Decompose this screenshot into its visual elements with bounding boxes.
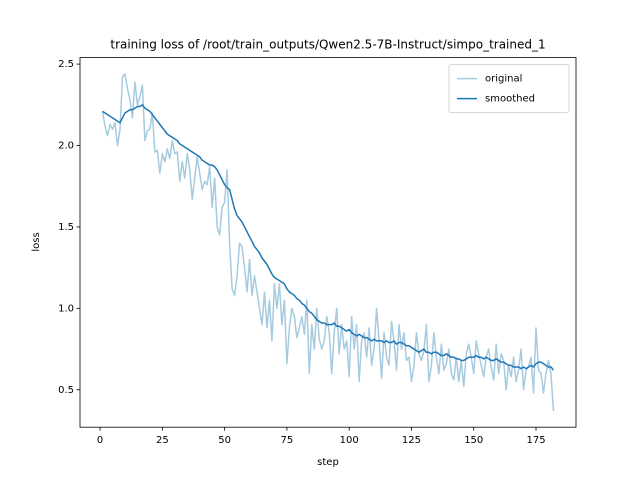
x-tick-label: 125	[402, 435, 421, 446]
series-line	[101, 73, 555, 411]
y-tick-label: 1.5	[58, 222, 74, 233]
x-axis-label: step	[317, 457, 339, 468]
y-tick-label: 2.5	[58, 59, 74, 70]
x-tick-label: 50	[218, 435, 231, 446]
y-tick-label: 0.5	[58, 385, 74, 396]
x-tick-label: 75	[281, 435, 294, 446]
y-tick-label: 1.0	[58, 303, 74, 314]
x-tick-label: 0	[97, 435, 103, 446]
x-tick-label: 150	[464, 435, 483, 446]
legend: original smoothed	[448, 64, 570, 113]
series-line	[102, 104, 555, 371]
legend-label: smoothed	[485, 94, 535, 105]
legend-box	[448, 64, 570, 113]
x-tick-label: 25	[156, 435, 169, 446]
legend-label: original	[485, 74, 522, 85]
plot-frame	[79, 57, 577, 428]
x-tick-label: 175	[526, 435, 545, 446]
x-tick-label: 100	[340, 435, 359, 446]
chart-title: training loss of /root/train_outputs/Qwe…	[110, 38, 545, 52]
y-tick-label: 2.0	[58, 141, 74, 152]
y-axis-label: loss	[31, 232, 42, 251]
